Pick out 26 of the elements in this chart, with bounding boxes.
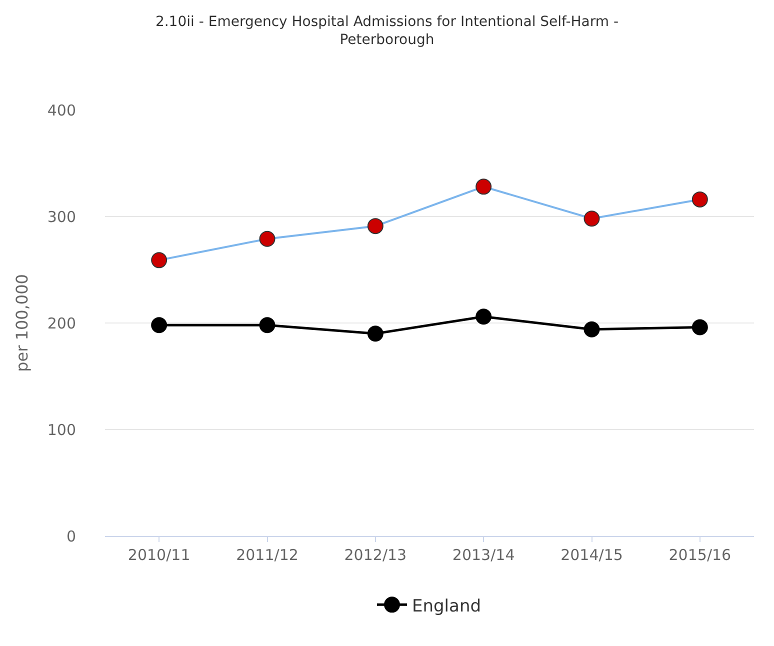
- point: [476, 308, 492, 325]
- point: [151, 252, 168, 268]
- x-tick-label: 2014/15: [560, 546, 623, 564]
- x-tick-label: 2012/13: [344, 546, 407, 564]
- y-tick-label: 100: [47, 420, 76, 439]
- x-tick-label: 2010/11: [128, 546, 190, 564]
- chart-title: 2.10ii - Emergency Hospital Admissions for Intentional Self-Harm - Peterborough: [155, 14, 619, 48]
- y-tick-label: 0: [66, 527, 76, 546]
- point: [584, 210, 600, 227]
- point: [259, 317, 276, 334]
- y-tick-label: 400: [47, 101, 76, 120]
- x-tick-label: 2011/12: [236, 546, 298, 564]
- y-axis-title: per 100,000: [12, 274, 32, 372]
- point: [692, 191, 708, 208]
- point: [367, 326, 384, 342]
- point: [151, 317, 168, 334]
- y-tick-label: 300: [47, 208, 76, 226]
- x-tick-label: 2015/16: [668, 546, 732, 564]
- y-tick-label: 200: [47, 314, 76, 332]
- point: [692, 319, 708, 336]
- point: [367, 218, 384, 234]
- point: [584, 321, 600, 338]
- point: [259, 230, 276, 247]
- x-tick-label: 2013/14: [452, 546, 515, 564]
- point: [476, 178, 492, 195]
- legend-label: England: [412, 596, 482, 616]
